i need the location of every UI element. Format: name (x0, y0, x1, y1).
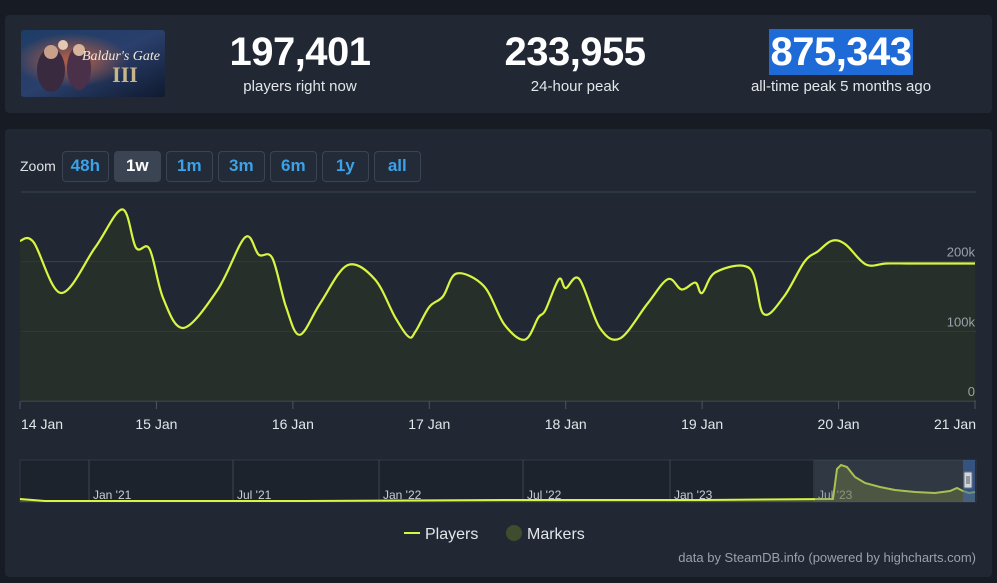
alltime-peak-value[interactable]: 875,343 (769, 29, 913, 75)
game-logo-image[interactable]: Baldur's Gate III (21, 30, 165, 97)
y-axis-labels: 0 100k 200k (947, 245, 976, 399)
x-tick-label: 18 Jan (545, 416, 587, 432)
x-tick-label: 14 Jan (21, 416, 63, 432)
chart-panel: Zoom 48h 1w 1m 3m 6m 1y all 0 100k 200k 14… (5, 129, 992, 577)
legend-markers-label[interactable]: Markers (527, 526, 585, 543)
navigator-tick-label: Jan '21 (93, 488, 132, 502)
navigator-tick-label: Jul '22 (527, 488, 562, 502)
series-line[interactable] (19, 208, 975, 341)
zoom-button-48h[interactable]: 48h (61, 150, 109, 182)
navigator-series-line (19, 463, 976, 502)
stat-current-players: 197,401 players right now (195, 29, 405, 96)
zoom-button-1y[interactable]: 1y (321, 150, 369, 182)
current-players-label: players right now (243, 78, 357, 95)
series-area (20, 209, 975, 401)
zoom-button-1w[interactable]: 1w (113, 150, 161, 182)
players-area (20, 209, 975, 401)
zoom-button-6m[interactable]: 6m (269, 150, 317, 182)
y-tick-label: 200k (947, 245, 976, 260)
navigator-tick-label: Jul '21 (237, 488, 272, 502)
legend-players-label[interactable]: Players (425, 526, 478, 543)
x-tick-label: 21 Jan (934, 416, 976, 432)
players-line[interactable] (19, 208, 975, 341)
legend: Players Markers (404, 525, 585, 543)
y-tick-label: 100k (947, 314, 976, 329)
zoom-button-all[interactable]: all (373, 150, 421, 182)
stats-panel: Baldur's Gate III 197,401 players right … (5, 15, 992, 113)
x-axis-labels: 14 Jan 15 Jan 16 Jan 17 Jan 18 Jan 19 Jan 20 J… (19, 401, 976, 432)
current-players-value: 197,401 (229, 30, 371, 74)
zoom-button-3m[interactable]: 3m (217, 150, 265, 182)
x-tick-label: 19 Jan (681, 416, 723, 432)
logo-text: Baldur's Gate (82, 49, 160, 64)
navigator-selection[interactable] (815, 460, 975, 502)
y-tick-label: 0 (968, 384, 975, 399)
player-count-chart[interactable]: 0 100k 200k 14 Jan 15 Jan 16 Jan 17 Jan 18 Jan… (5, 129, 992, 577)
x-tick-label: 16 Jan (272, 416, 314, 432)
peak-24h-value: 233,955 (504, 30, 646, 74)
zoom-bar: Zoom 48h 1w 1m 3m 6m 1y all (20, 150, 426, 182)
x-tick-label: 17 Jan (408, 416, 450, 432)
navigator-tick-label: Jan '23 (674, 488, 713, 502)
x-tick-label: 15 Jan (135, 416, 177, 432)
navigator-handle[interactable] (963, 471, 973, 489)
stat-alltime-peak: 875,343 all-time peak 5 months ago (723, 29, 959, 96)
stat-24h-peak: 233,955 24-hour peak (470, 29, 680, 96)
x-tick-label: 20 Jan (818, 416, 860, 432)
chart-credits[interactable]: data by SteamDB.info (powered by highcha… (678, 550, 976, 565)
zoom-button-1m[interactable]: 1m (165, 150, 213, 182)
zoom-label: Zoom (20, 158, 56, 174)
navigator-background (19, 459, 977, 503)
peak-24h-label: 24-hour peak (530, 78, 620, 95)
navigator-tick-label: Jan '22 (383, 488, 422, 502)
logo-numeral: III (112, 62, 138, 87)
navigator-series-area (20, 465, 975, 502)
legend-markers-swatch (506, 525, 522, 541)
navigator[interactable]: Jan '21 Jul '21 Jan '22 Jul '22 Jan '23 Jul '… (19, 459, 977, 503)
alltime-peak-label: all-time peak 5 months ago (750, 78, 932, 95)
